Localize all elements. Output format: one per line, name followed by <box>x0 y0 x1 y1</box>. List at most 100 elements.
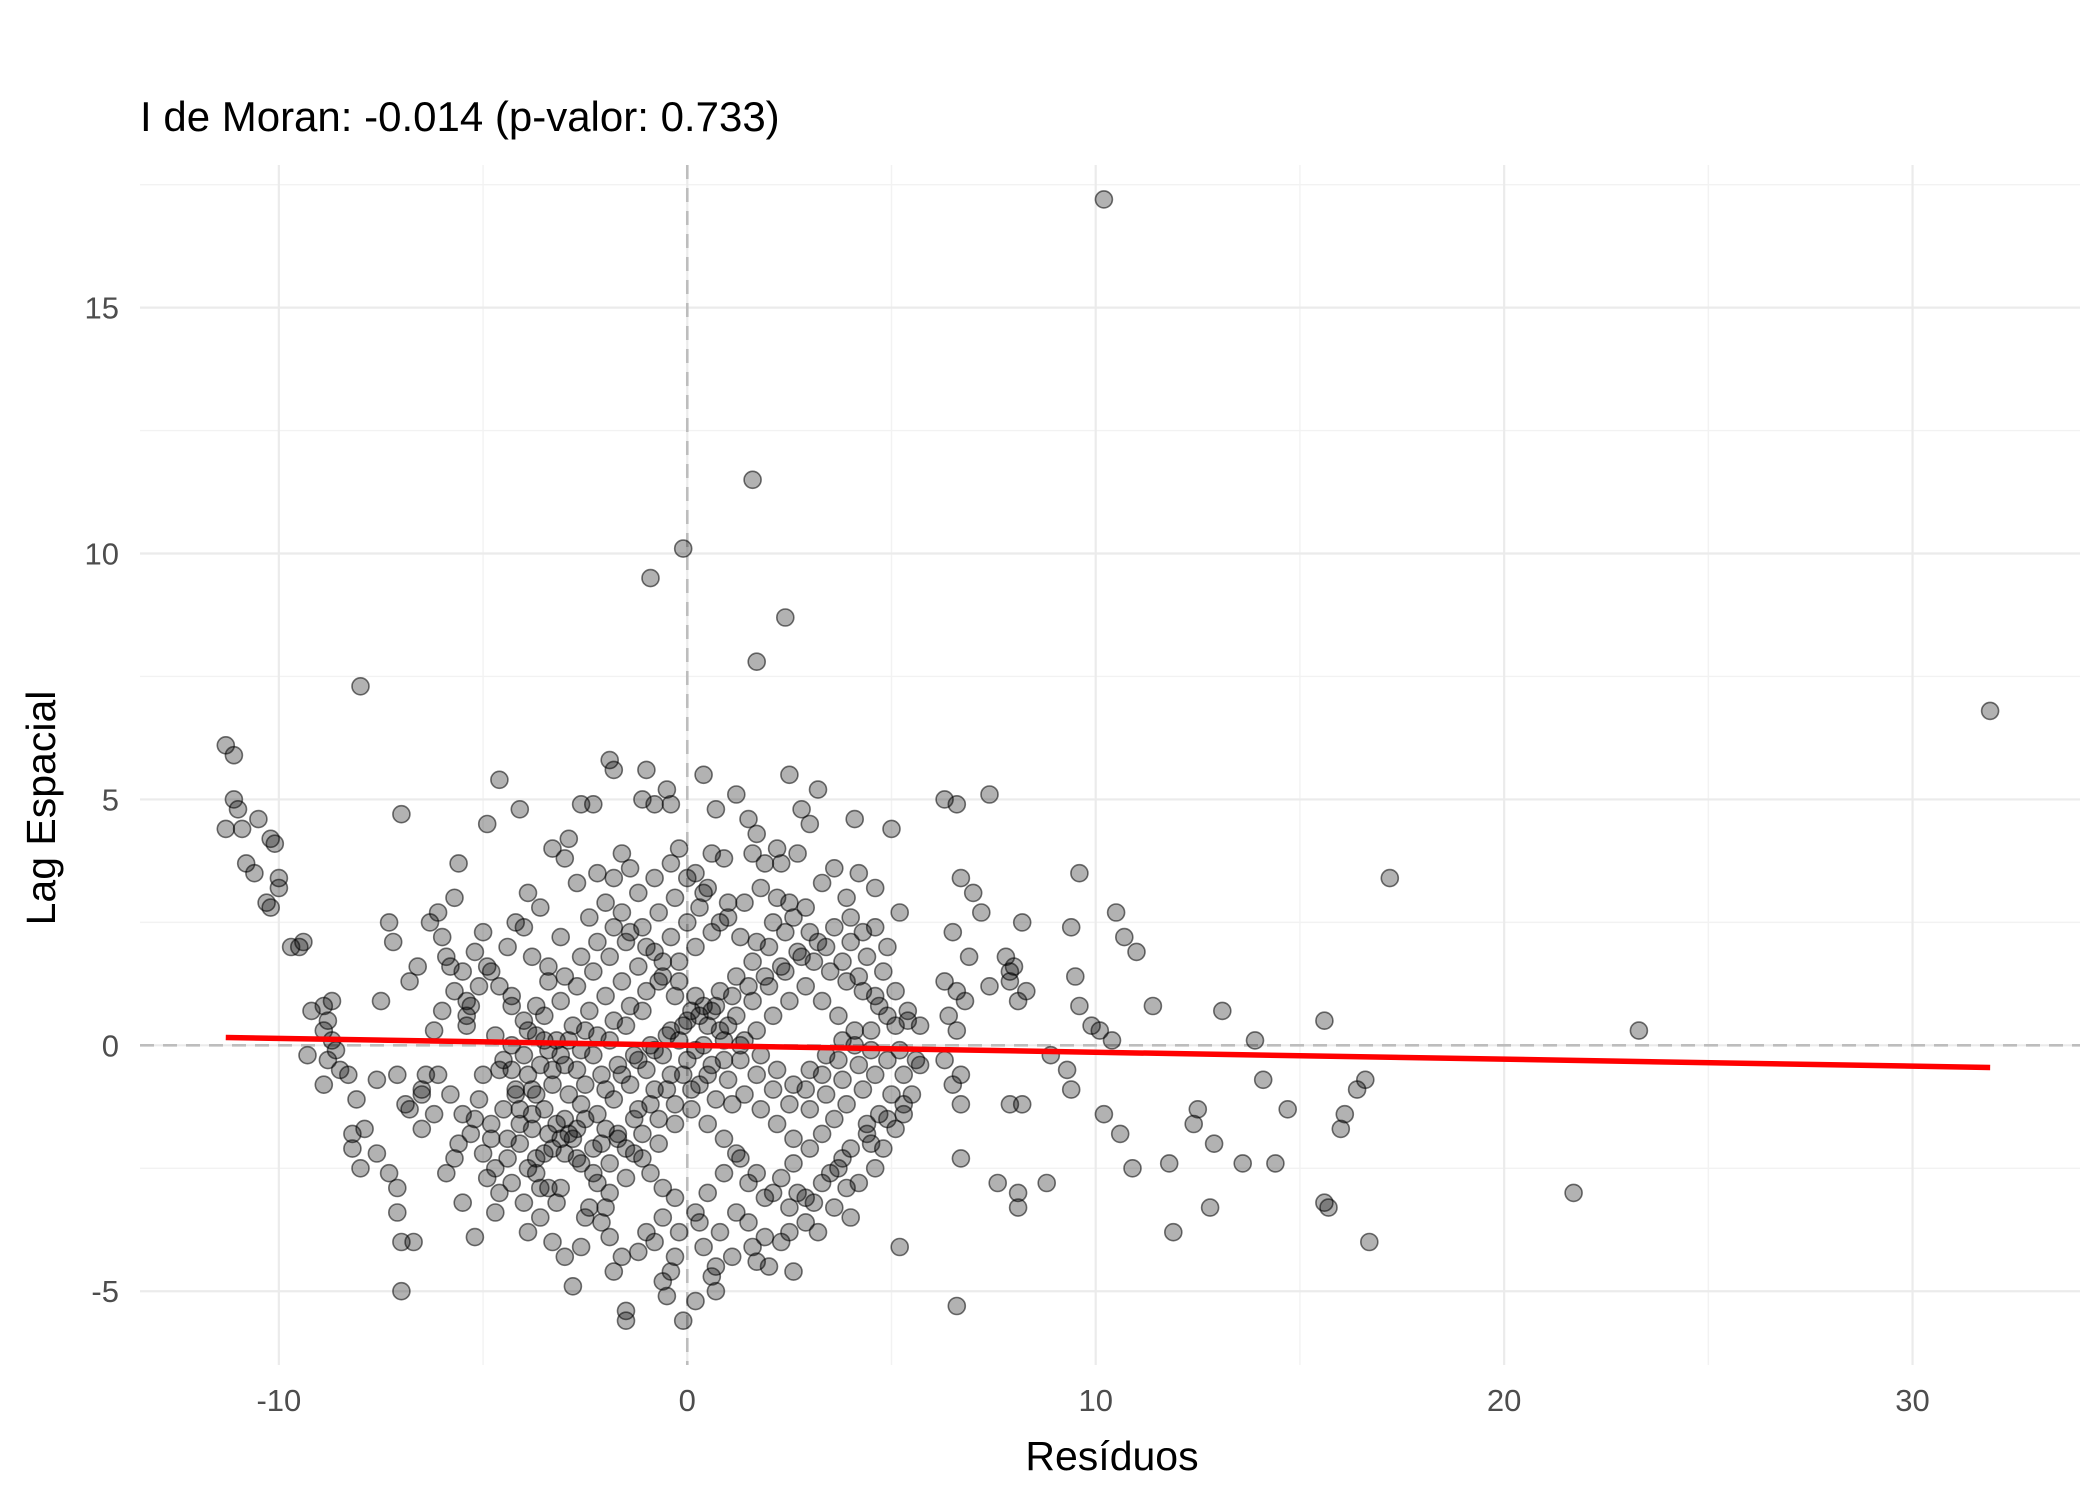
scatter-point <box>784 1262 803 1281</box>
scatter-point <box>236 854 256 873</box>
scatter-point <box>387 1065 407 1085</box>
scatter-point <box>575 1021 595 1040</box>
scatter-point <box>824 1109 844 1129</box>
scatter-point <box>771 1168 791 1188</box>
scatter-point <box>1012 913 1032 932</box>
scatter-point <box>314 1075 334 1094</box>
scatter-point <box>812 991 832 1011</box>
scatter-point <box>645 868 664 888</box>
scatter-point <box>367 1144 387 1163</box>
scatter-point <box>747 824 767 844</box>
scatter-point <box>988 1173 1008 1193</box>
scatter-point <box>677 913 697 932</box>
scatter-point <box>571 947 591 967</box>
scatter-point <box>951 1065 971 1085</box>
scatter-point <box>800 1060 820 1080</box>
scatter-point <box>788 1183 807 1203</box>
scatter-point <box>661 794 681 814</box>
scatter-point <box>510 1100 530 1119</box>
scatter-point <box>963 883 983 903</box>
x-tick-label: 0 <box>679 1383 696 1418</box>
y-tick-label: 0 <box>102 1028 119 1063</box>
scatter-point <box>600 1227 620 1247</box>
scatter-point <box>722 1247 742 1267</box>
scatter-point <box>686 986 705 1006</box>
scatter-point <box>453 1104 473 1124</box>
scatter-point <box>575 1075 595 1094</box>
scatter-point <box>379 913 399 932</box>
scatter-point <box>706 799 726 819</box>
scatter-point <box>690 1213 709 1232</box>
scatter-point <box>824 1198 844 1217</box>
scatter-point <box>1070 863 1089 883</box>
scatter-point <box>665 888 685 908</box>
scatter-point <box>604 1262 624 1281</box>
scatter-point <box>224 790 244 809</box>
scatter-point <box>657 1080 677 1099</box>
scatter-point <box>473 1065 493 1085</box>
scatter-point <box>1057 1060 1077 1080</box>
scatter-point <box>775 608 795 627</box>
scatter-point <box>980 976 999 996</box>
scatter-point <box>1319 1198 1338 1217</box>
scatter-point <box>1213 1001 1232 1021</box>
scatter-point <box>649 972 669 991</box>
scatter-point <box>228 799 248 819</box>
scatter-point <box>1315 1011 1334 1031</box>
scatter-point <box>698 1016 718 1035</box>
scatter-point <box>706 1281 726 1301</box>
scatter-point <box>939 1006 959 1026</box>
scatter-point <box>620 858 640 878</box>
scatter-point <box>890 903 910 922</box>
scatter-point <box>616 1168 636 1188</box>
scatter-point <box>1380 868 1400 888</box>
scatter-point <box>686 1291 705 1311</box>
scatter-point <box>1106 903 1126 922</box>
scatter-point <box>641 1163 660 1183</box>
regression-line <box>225 1034 1991 1071</box>
scatter-point <box>1629 1021 1649 1040</box>
scatter-point <box>731 1050 750 1070</box>
scatter-point <box>1184 1114 1203 1134</box>
scatter-point <box>829 1006 848 1026</box>
scatter-point <box>665 986 685 1006</box>
scatter-point <box>579 908 599 927</box>
scatter-point <box>804 1193 824 1212</box>
scatter-point <box>633 1124 652 1144</box>
scatter-point <box>682 1100 701 1119</box>
x-tick-label: 10 <box>1078 1383 1112 1418</box>
scatter-point <box>665 1114 685 1134</box>
scatter-point <box>714 1129 734 1149</box>
scatter-point <box>645 794 664 814</box>
scatter-point <box>743 470 762 490</box>
scatter-point <box>661 1021 681 1040</box>
scatter-point <box>698 878 718 898</box>
scatter-point <box>1008 1183 1028 1203</box>
scatter-point <box>1094 1104 1114 1124</box>
scatter-point <box>714 1163 734 1183</box>
scatter-point <box>882 1085 901 1104</box>
scatter-point <box>1061 1080 1081 1099</box>
scatter-point <box>596 1080 615 1099</box>
scatter-point <box>796 1213 816 1232</box>
scatter-point <box>1266 1154 1285 1173</box>
scatter-point <box>743 991 762 1011</box>
y-tick-label: 15 <box>85 291 119 326</box>
y-axis-title: Lag Espacial <box>18 691 64 926</box>
scatter-point <box>449 1134 468 1153</box>
scatter-point <box>890 1237 910 1257</box>
scatter-point <box>653 1208 673 1227</box>
scatter-point <box>951 1149 971 1168</box>
scatter-point <box>1037 1173 1056 1193</box>
scatter-point <box>767 888 787 908</box>
scatter-point <box>735 893 754 913</box>
scatter-point <box>269 868 289 888</box>
scatter-point <box>583 1045 603 1065</box>
scatter-point <box>351 676 370 696</box>
scatter-point <box>490 770 509 790</box>
scatter-point <box>943 922 963 942</box>
scatter-point <box>771 854 791 873</box>
scatter-point <box>624 1109 644 1129</box>
scatter-point <box>1094 190 1114 209</box>
